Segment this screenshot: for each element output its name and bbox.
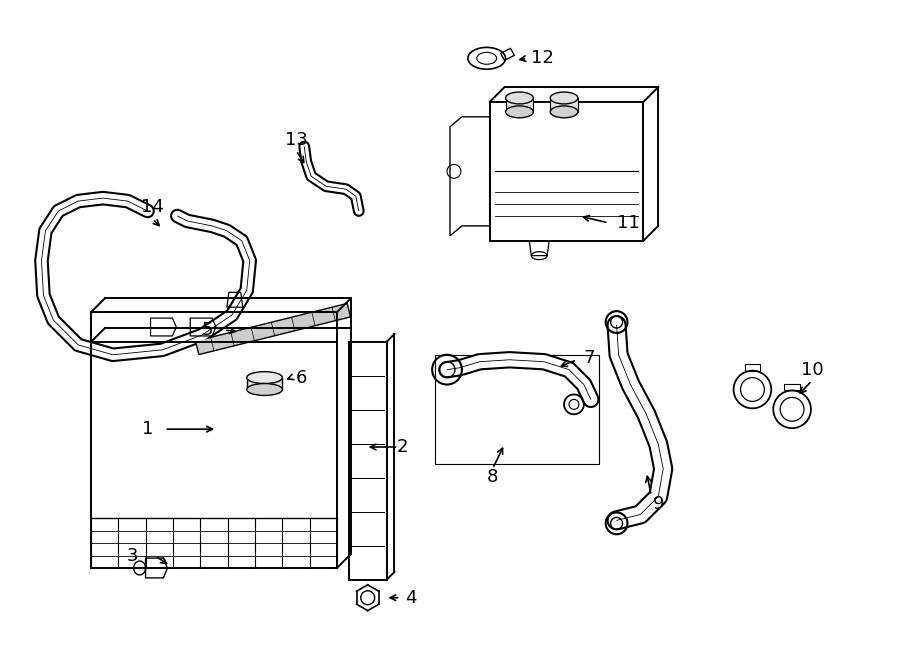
Polygon shape [550, 98, 578, 112]
Text: 11: 11 [617, 214, 640, 232]
Ellipse shape [247, 383, 283, 395]
Text: 13: 13 [285, 131, 308, 149]
Ellipse shape [506, 106, 534, 118]
Polygon shape [247, 377, 283, 389]
Polygon shape [506, 98, 534, 112]
Ellipse shape [550, 106, 578, 118]
Text: 4: 4 [405, 589, 416, 607]
Text: 3: 3 [127, 547, 139, 565]
Text: 8: 8 [487, 468, 499, 486]
Ellipse shape [247, 371, 283, 383]
Text: 12: 12 [531, 50, 554, 67]
Text: 14: 14 [141, 198, 164, 216]
Text: 9: 9 [652, 494, 664, 512]
Text: 10: 10 [801, 361, 824, 379]
Text: 6: 6 [295, 369, 307, 387]
Text: 7: 7 [583, 349, 595, 367]
Ellipse shape [550, 92, 578, 104]
Polygon shape [195, 303, 350, 354]
Text: 5: 5 [202, 321, 212, 339]
Text: 1: 1 [142, 420, 153, 438]
Ellipse shape [506, 92, 534, 104]
Text: 2: 2 [397, 438, 409, 456]
